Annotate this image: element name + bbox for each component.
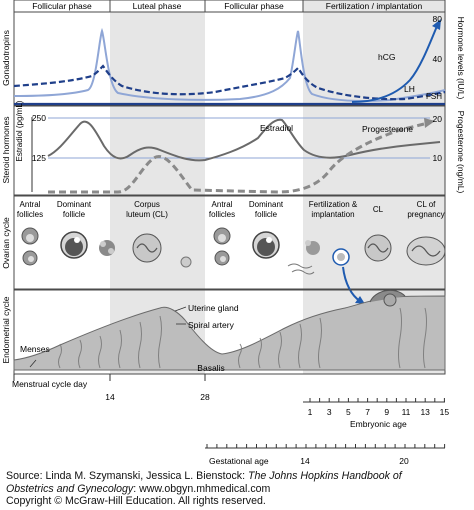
corpus-luteum-stage-icon (99, 233, 192, 268)
gestational-tick-14: 14 (300, 456, 310, 466)
phase-fertilization: Fertilization / implantation (326, 1, 423, 11)
ovarian-label: Ovarian cycle (1, 217, 11, 269)
hcg-curve (351, 25, 438, 103)
estradiol-tick-250: 250 (32, 113, 46, 123)
ovarian-cl: CL (373, 205, 384, 214)
caption-copyright: Copyright © McGraw-Hill Education. All r… (6, 495, 266, 508)
phase-follicular-1: Follicular phase (32, 1, 92, 11)
steroid-label: Steroid hormones (1, 116, 11, 183)
caption-title-1: The Johns Hopkins Handbook of (248, 470, 402, 482)
ovarian-corpus: Corpus luteum (CL) (126, 200, 168, 219)
uterine-glands (58, 307, 427, 369)
progesterone-tick-20: 20 (433, 114, 443, 124)
estradiol-label: Estradiol (260, 123, 293, 133)
embryonic-tick-label: 7 (365, 407, 370, 417)
dominant-follicle-icon-2 (252, 231, 280, 259)
corpus-luteum-icon (364, 234, 392, 262)
ovarian-fertilization: Fertilization & implantation (309, 200, 358, 219)
hcg-label: hCG (378, 52, 395, 62)
ovarian-dominant-2: Dominant follicle (249, 200, 284, 219)
progesterone-label: Progesterone (362, 124, 413, 134)
ovarian-clp: CL of pregnancy (407, 200, 444, 219)
menses-label: Menses (20, 344, 50, 354)
hcg-arrowhead (432, 19, 441, 30)
progesterone-axis-label: Progesterone (ng/mL) (456, 111, 466, 194)
ovarian-panel (13, 195, 446, 290)
caption-title-2: Obstetrics and Gynecology (6, 482, 134, 495)
gonadotropins-label: Gonadotropins (1, 30, 11, 86)
estradiol-axis-label: Estradiol (pg/mL) (15, 100, 24, 161)
fsh-curve (13, 64, 446, 101)
hormone-tick-40: 40 (433, 54, 443, 64)
implantation-arrowhead (355, 296, 365, 304)
phase-follicular-2: Follicular phase (224, 1, 284, 11)
endometrial-label: Endometrial cycle (1, 296, 11, 363)
menstrual-axis-label: Menstrual cycle day (12, 379, 88, 389)
uterine-gland-label: Uterine gland (188, 303, 239, 313)
fsh-label: FSH (426, 92, 442, 101)
embryonic-tick-label: 1 (308, 407, 313, 417)
lh-curve (13, 27, 446, 102)
spiral-artery-label: Spiral artery (188, 320, 235, 330)
progesterone-arrowhead (424, 118, 435, 128)
implanted-embryo-icon (369, 289, 406, 307)
embryonic-tick-label: 3 (327, 407, 332, 417)
estradiol-tick-125: 125 (32, 153, 46, 163)
gestational-axis-label: Gestational age (209, 456, 269, 466)
ovarian-antral-1: Antral follicles (17, 200, 43, 219)
ovarian-antral-2: Antral follicles (209, 200, 235, 219)
hormone-tick-80: 80 (433, 14, 443, 24)
progesterone-curve (48, 121, 429, 194)
embryonic-tick-label: 5 (346, 407, 351, 417)
embryonic-tick-label: 11 (402, 407, 411, 417)
estradiol-curve (47, 118, 441, 162)
embryonic-tick-label: 13 (420, 407, 430, 417)
source-caption: Source: Linda M. Szymanski, Jessica L. B… (6, 470, 468, 508)
antral-follicles-icon-1 (21, 227, 39, 266)
lh-label: LH (404, 84, 415, 94)
phase-luteal: Luteal phase (133, 1, 182, 11)
menstrual-tick-14: 14 (105, 392, 115, 402)
progesterone-tick-10: 10 (433, 153, 443, 163)
embryonic-tick-label: 9 (384, 407, 389, 417)
basalis-label: Basalis (197, 363, 224, 373)
cl-of-pregnancy-icon (406, 236, 446, 266)
embryonic-ticks: 1 3 5 7 9 11 13 15 (308, 398, 450, 417)
caption-url: : www.obgyn.mhmedical.com (133, 482, 271, 495)
fertilization-icon (287, 240, 350, 275)
gestational-ticks (206, 444, 446, 448)
embryonic-tick-label: 15 (440, 407, 450, 417)
ovarian-dominant-1: Dominant follicle (57, 200, 92, 219)
antral-follicles-icon-2 (213, 227, 231, 266)
steroid-panel (13, 105, 446, 196)
gestational-tick-20: 20 (399, 456, 409, 466)
dominant-follicle-icon-1 (60, 231, 88, 259)
hormone-axis-label: Hormone levels (IU/L) (456, 17, 466, 100)
embryonic-axis-label: Embryonic age (350, 419, 407, 429)
menstrual-tick-28: 28 (200, 392, 210, 402)
caption-prefix: Source: Linda M. Szymanski, Jessica L. B… (6, 470, 248, 482)
